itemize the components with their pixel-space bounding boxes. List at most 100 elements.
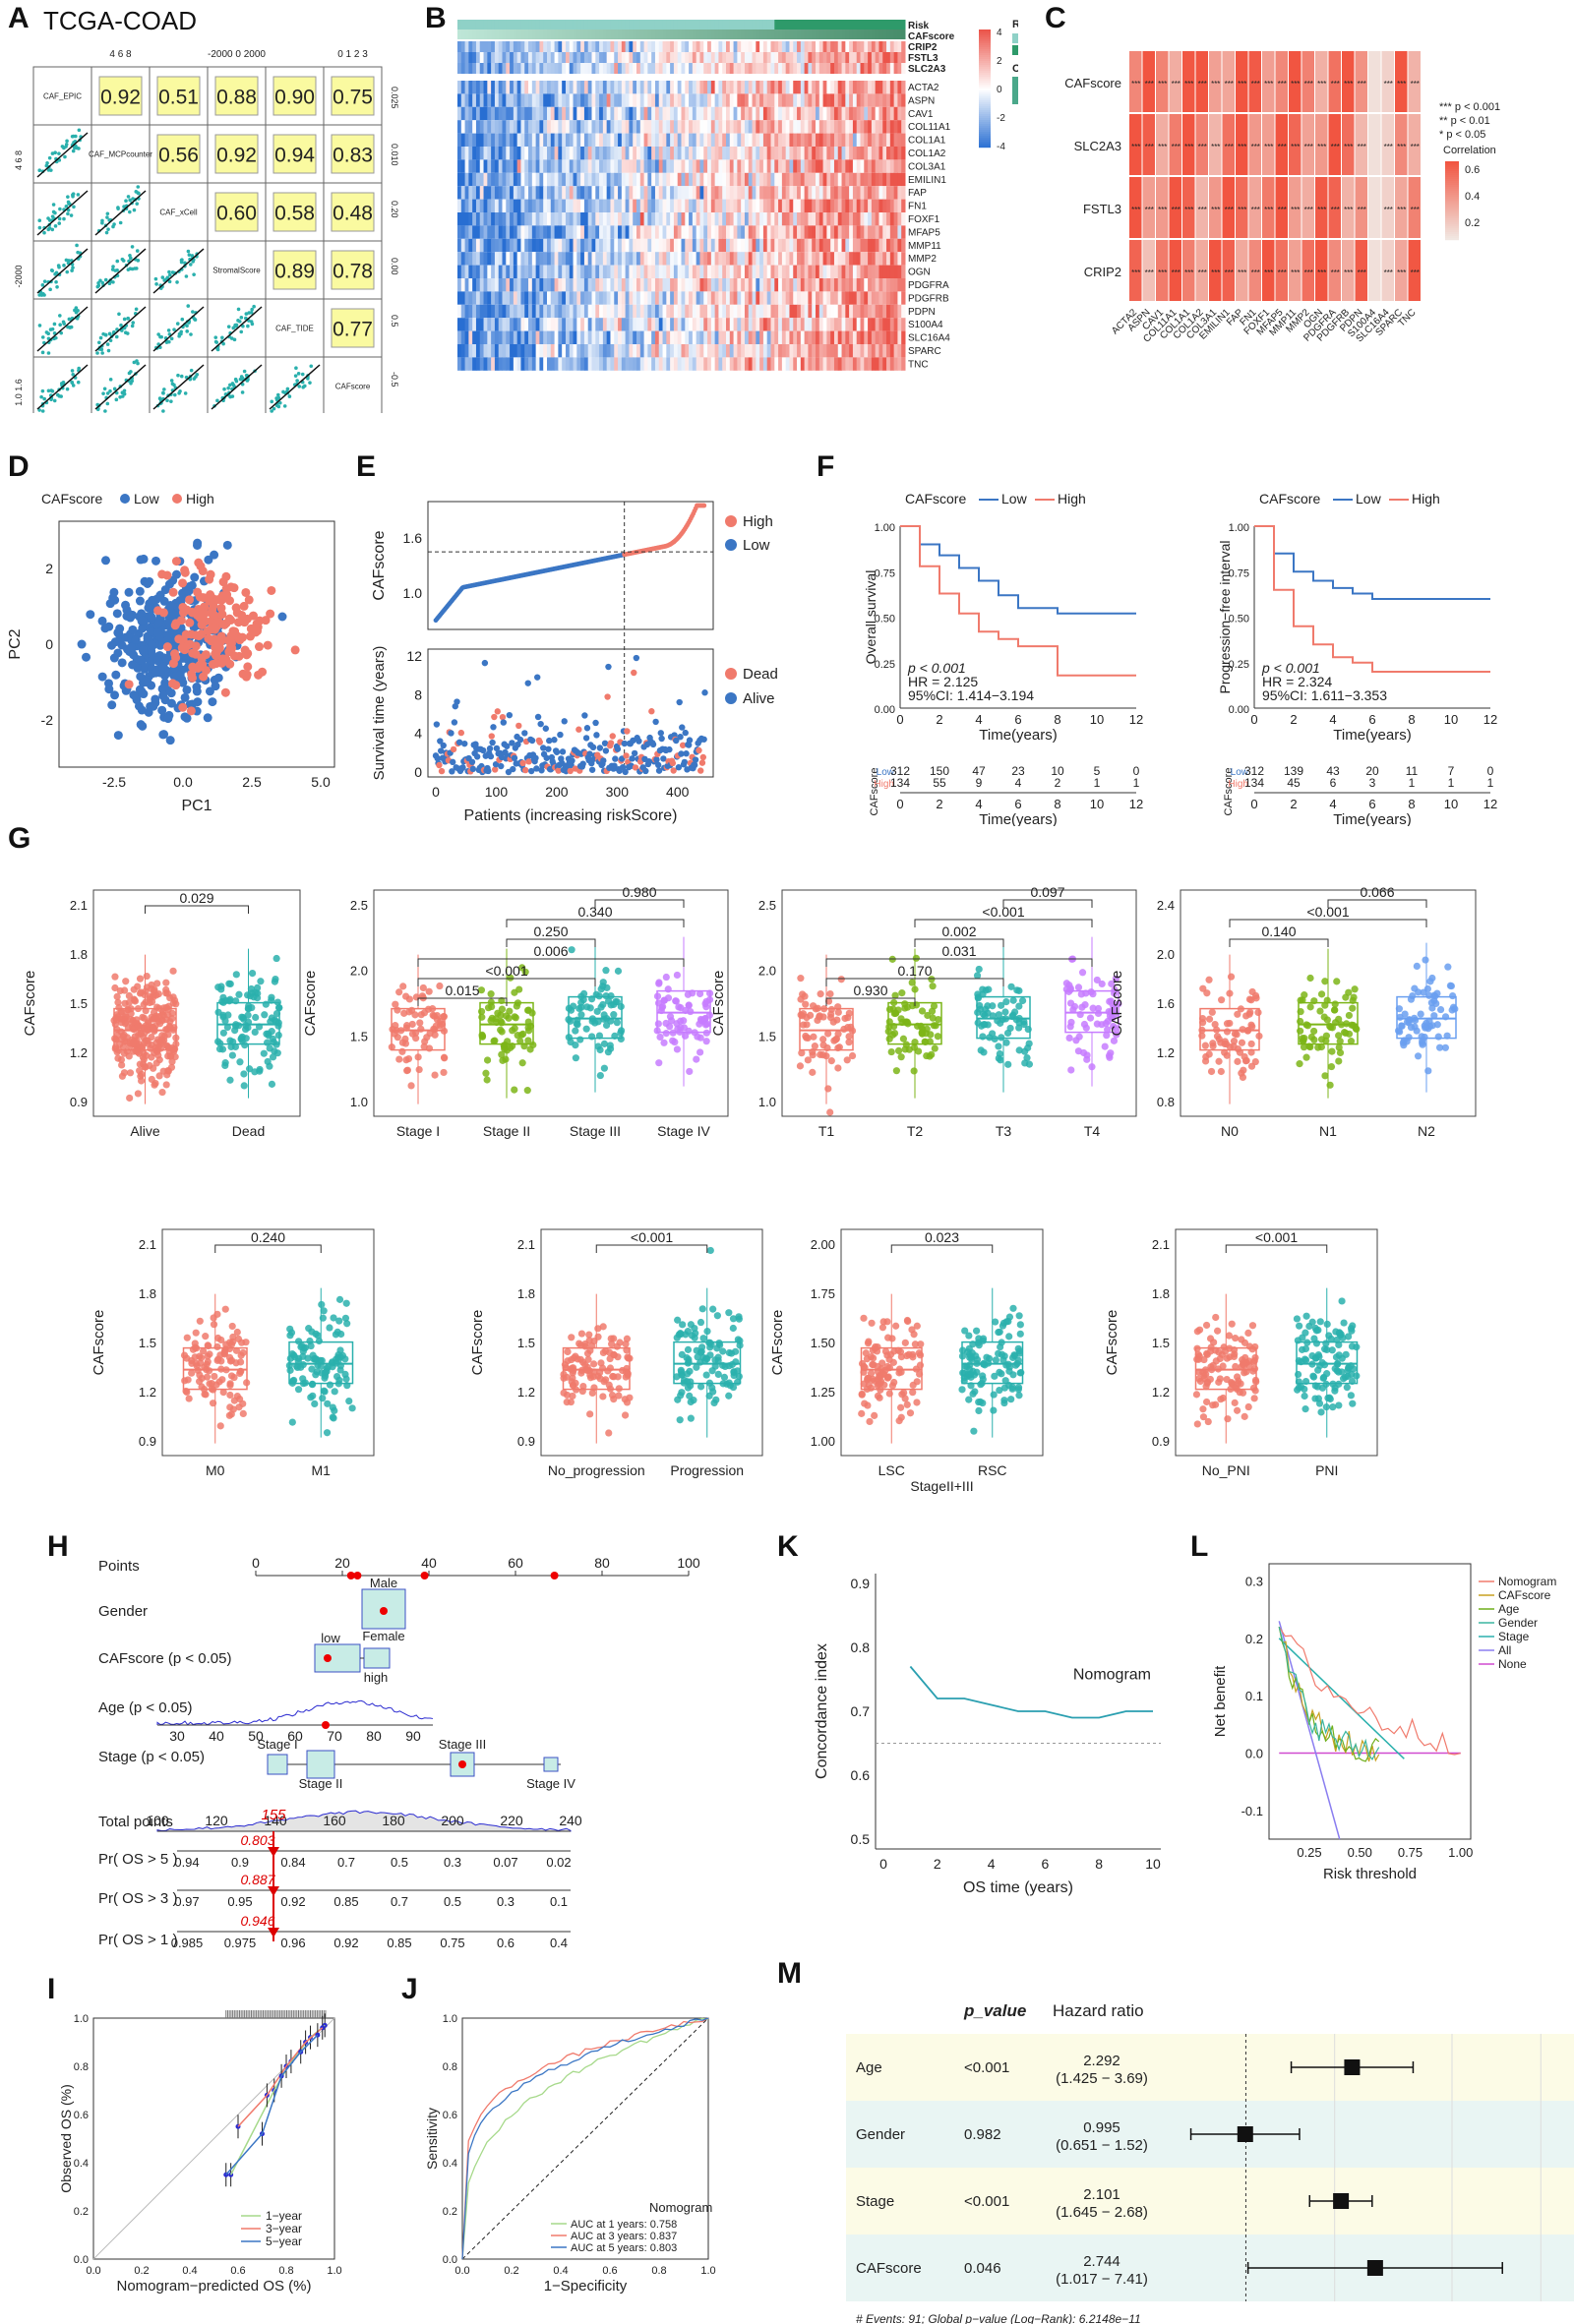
b-gene-cell — [565, 318, 571, 331]
b-gene-cell — [587, 199, 592, 212]
d-point-low — [208, 697, 217, 707]
b-gene-cell — [875, 238, 879, 253]
b-gene-cell — [860, 344, 865, 358]
b-risk-cell — [618, 20, 623, 30]
b-risk-cell — [752, 20, 757, 30]
b-gene-cell — [822, 81, 827, 94]
b-top-gene-cell — [882, 63, 887, 74]
b-gene-cell — [699, 106, 704, 121]
b-gene-cell — [528, 357, 533, 371]
b-gene-cell — [878, 265, 883, 278]
b-gene-cell — [658, 330, 664, 344]
b-gene-cell — [774, 291, 779, 305]
b-gene-cell — [654, 252, 660, 266]
b-gene-cell — [677, 212, 682, 226]
b-gene-cell — [729, 252, 735, 266]
b-top-gene-cell — [562, 52, 567, 63]
d-point-low — [158, 662, 168, 672]
b-gene-cell — [602, 238, 608, 253]
b-gene-cell — [856, 225, 861, 239]
b-gene-cell — [748, 106, 754, 121]
b-gene-label: S100A4 — [908, 320, 943, 330]
b-gene-cell — [547, 199, 552, 212]
b-gene-cell — [766, 120, 771, 134]
b-caf-cell — [804, 30, 809, 39]
b-top-gene-cell — [479, 63, 485, 74]
b-caf-cell — [475, 30, 481, 39]
b-caf-cell — [673, 30, 679, 39]
b-gene-cell — [647, 106, 652, 121]
b-gene-cell — [722, 172, 727, 187]
b-gene-cell — [535, 106, 540, 121]
b-gene-cell — [651, 357, 656, 371]
a-scatter-point — [213, 335, 218, 339]
b-risk-cell — [472, 20, 477, 30]
b-risk-cell — [576, 20, 581, 30]
b-top-gene-cell — [643, 63, 648, 74]
b-gene-cell — [822, 133, 827, 147]
b-gene-cell — [531, 265, 537, 278]
a-scatter-point — [75, 146, 80, 150]
b-gene-cell — [510, 159, 515, 173]
b-gene-cell — [618, 357, 623, 371]
b-gene-cell — [741, 120, 746, 134]
b-gene-cell — [741, 304, 746, 319]
b-gene-cell — [639, 172, 645, 187]
a-scatter-point — [136, 185, 141, 189]
b-top-gene-cell — [849, 52, 854, 63]
d-point-low — [185, 581, 195, 591]
b-gene-cell — [737, 212, 742, 226]
b-gene-cell — [744, 318, 750, 331]
b-gene-cell — [797, 133, 802, 147]
b-gene-cell — [670, 291, 675, 305]
b-gene-cell — [565, 278, 571, 292]
b-gene-cell — [797, 147, 802, 160]
b-top-gene-cell — [830, 52, 835, 63]
b-gene-cell — [722, 238, 727, 253]
b-gene-cell — [681, 106, 686, 121]
b-gene-label: MMP11 — [908, 241, 941, 252]
b-gene-cell — [494, 330, 500, 344]
a-scatter-point — [130, 379, 135, 384]
b-gene-cell — [491, 186, 496, 200]
b-gene-cell — [852, 147, 858, 160]
b-gene-cell — [812, 252, 817, 266]
b-gene-cell — [618, 106, 623, 121]
b-gene-cell — [491, 330, 496, 344]
b-risk-cell — [766, 20, 771, 30]
a-scatter-point — [190, 254, 195, 258]
b-gene-cell — [494, 186, 500, 200]
b-gene-cell — [766, 357, 771, 371]
b-caf-cell — [460, 30, 466, 39]
b-colorbar-seg — [979, 57, 991, 60]
b-gene-cell — [901, 252, 906, 266]
b-gene-cell — [714, 120, 719, 134]
b-gene-cell — [875, 278, 879, 292]
b-gene-cell — [871, 238, 877, 253]
a-scatter-point — [54, 279, 58, 284]
b-gene-cell — [726, 93, 731, 107]
b-gene-cell — [893, 291, 898, 305]
b-gene-cell — [506, 330, 511, 344]
b-gene-cell — [464, 186, 469, 200]
b-gene-cell — [756, 120, 760, 134]
c-cell — [1368, 177, 1381, 238]
b-top-gene-cell — [498, 41, 503, 52]
b-gene-cell — [800, 186, 806, 200]
b-gene-cell — [744, 291, 750, 305]
b-gene-cell — [752, 330, 757, 344]
b-gene-cell — [856, 212, 861, 226]
d-point-high — [207, 624, 216, 633]
b-gene-cell — [666, 278, 671, 292]
b-gene-cell — [696, 238, 700, 253]
b-risk-cell — [689, 20, 694, 30]
b-top-gene-cell — [893, 41, 898, 52]
b-gene-cell — [816, 199, 820, 212]
b-gene-cell — [662, 93, 667, 107]
b-gene-cell — [766, 212, 771, 226]
b-gene-cell — [528, 159, 533, 173]
b-gene-cell — [845, 357, 850, 371]
b-gene-cell — [800, 120, 806, 134]
b-gene-cell — [554, 199, 559, 212]
b-gene-cell — [595, 225, 600, 239]
